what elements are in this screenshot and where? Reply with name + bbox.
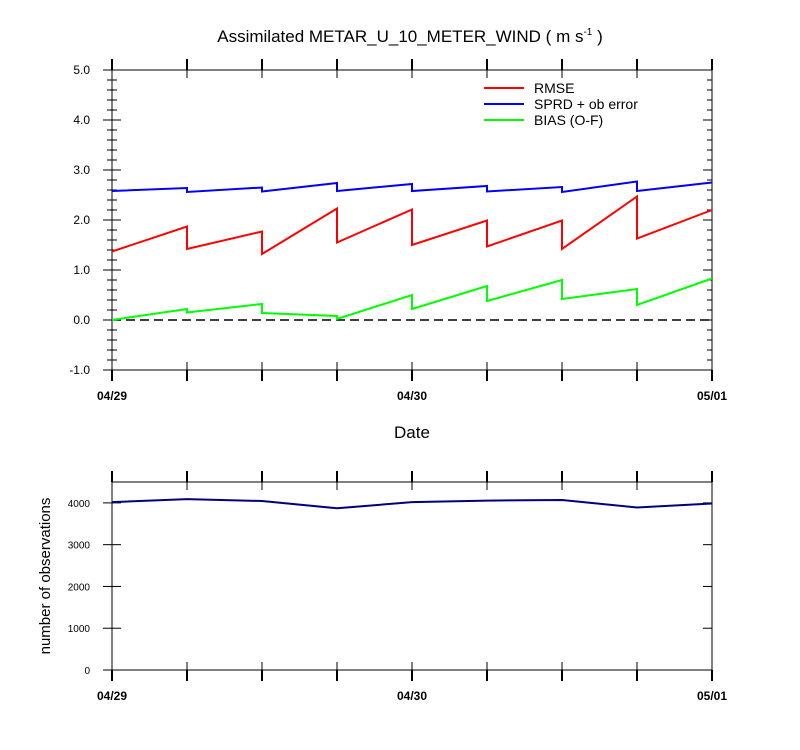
bottom-y-axis-label: number of observations: [37, 498, 54, 655]
series-line-0: [111, 194, 713, 256]
x-tick-label: 05/01: [697, 689, 727, 703]
y-tick-label: 4000: [68, 499, 91, 510]
series-line-2: [111, 277, 713, 321]
series-line-1: [111, 180, 713, 194]
x-tick-label: 05/01: [697, 389, 727, 403]
y-tick-label: 2000: [68, 582, 91, 593]
legend-label: BIAS (O-F): [534, 112, 603, 128]
y-tick-label: 2.0: [73, 213, 90, 227]
y-tick-label: 1.0: [73, 263, 90, 277]
chart-title-end: ): [592, 27, 602, 46]
x-tick-label: 04/29: [97, 389, 127, 403]
y-tick-label: 3.0: [73, 163, 90, 177]
plot-frame: [111, 481, 713, 671]
x-tick-label: 04/29: [97, 689, 127, 703]
y-tick-label: 0.0: [73, 313, 90, 327]
chart-title-superscript: -1: [583, 27, 592, 38]
chart-title: Assimilated METAR_U_10_METER_WIND ( m s-…: [217, 27, 603, 46]
y-tick-label: -1.0: [69, 363, 90, 377]
y-tick-label: 4.0: [73, 113, 90, 127]
x-tick-label: 04/30: [397, 389, 427, 403]
top-x-axis-label: Date: [394, 423, 430, 442]
y-tick-label: 0: [84, 666, 90, 677]
y-tick-label: 5.0: [73, 63, 90, 77]
legend-label: RMSE: [534, 80, 574, 96]
y-tick-label: 1000: [68, 624, 91, 635]
y-tick-label: 3000: [68, 541, 91, 552]
top-plot-panel: -1.0 0.0 1.0 2.0 3.0 4.0 5.0 04/29 04/30 05/01 RMS…: [69, 59, 727, 403]
legend-label: SPRD + ob error: [534, 96, 638, 112]
series-line-0: [111, 498, 713, 510]
x-tick-label: 04/30: [397, 689, 427, 703]
bottom-plot-panel: 0 1000 2000 3000 4000 04/29 04/30 05/01: [68, 471, 727, 703]
